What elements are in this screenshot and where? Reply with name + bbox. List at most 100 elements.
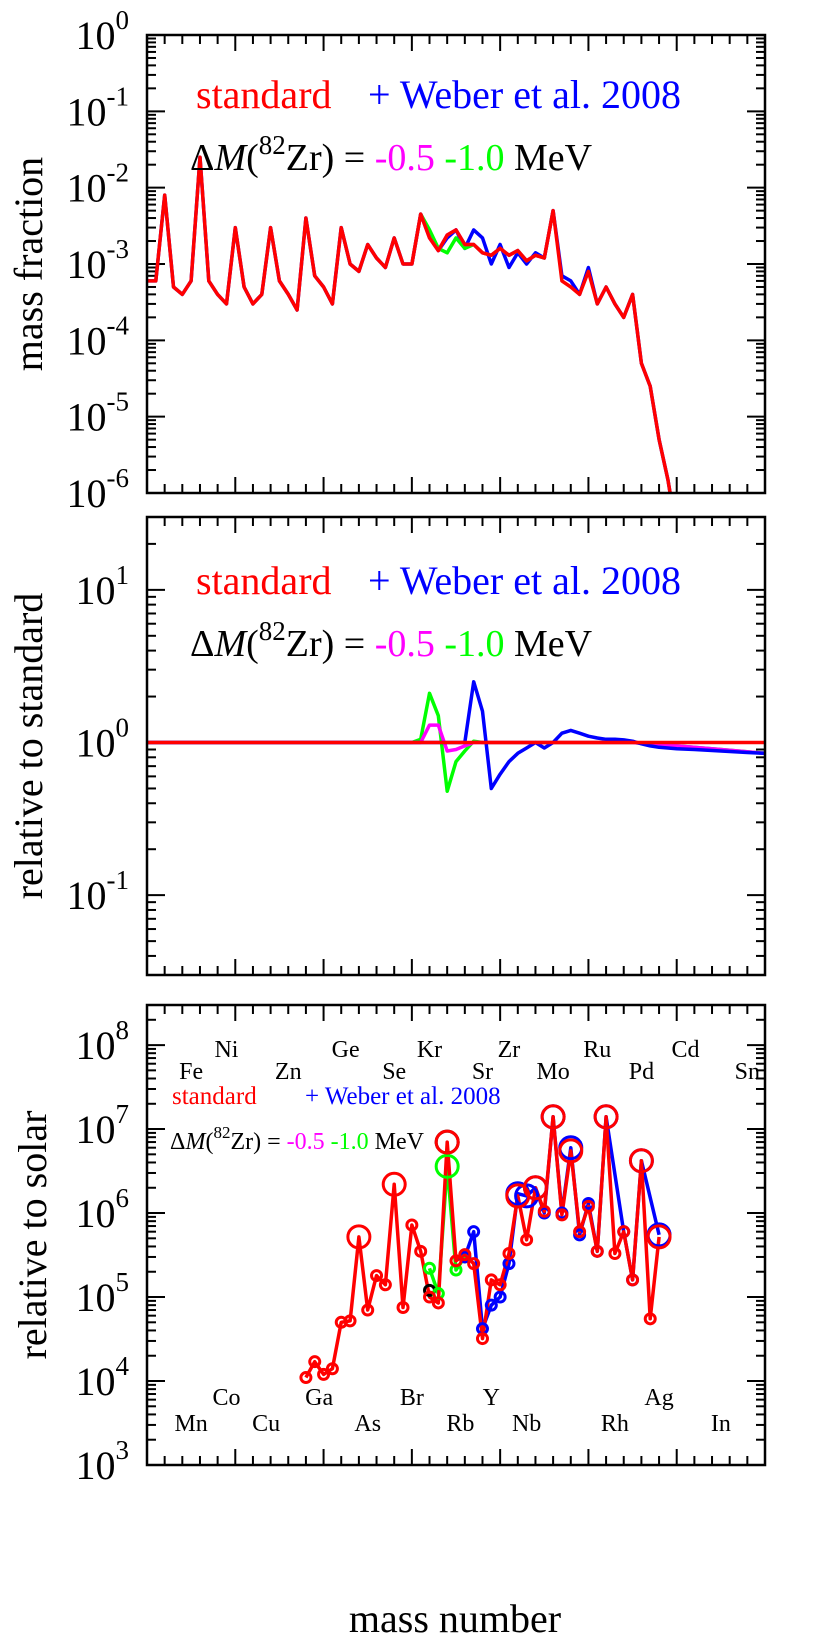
data-point-standard	[449, 1254, 463, 1268]
y-tick-label: 104	[76, 1351, 130, 1404]
legend-delta-m: ΔM(82Zr) = -0.5 -1.0 MeV	[190, 616, 593, 665]
data-point-standard	[646, 1224, 672, 1250]
data-point-standard	[423, 1290, 437, 1304]
data-point-standard	[558, 1138, 584, 1164]
data-point-standard	[628, 1148, 654, 1174]
element-label-br: Br	[400, 1385, 424, 1411]
panel-relative-to-solar: 103 104 105 106 107 108 relative to solar Fe Ni Z…	[10, 1003, 767, 1488]
data-point-standard	[593, 1104, 619, 1130]
data-point-standard	[317, 1367, 331, 1381]
legend-delta-m: ΔM(82Zr) = -0.5 -1.0 MeV	[190, 130, 593, 179]
y-tick-label: 10-4	[67, 310, 130, 363]
legend-standard: standard	[172, 1083, 257, 1110]
data-point-standard	[626, 1273, 640, 1287]
y-tick-label: 107	[76, 1099, 130, 1152]
data-point-standard	[405, 1218, 419, 1232]
data-point-weber	[467, 1225, 481, 1239]
element-label-se: Se	[382, 1059, 406, 1085]
data-point-standard	[555, 1208, 569, 1222]
element-label-fe: Fe	[179, 1059, 203, 1085]
y-tick-label: 10-6	[67, 463, 130, 516]
data-point-standard	[396, 1301, 410, 1315]
data-point-minus10	[423, 1261, 437, 1275]
legend-standard: standard	[196, 558, 332, 603]
legend-weber: + Weber et al. 2008	[368, 558, 681, 603]
data-point-standard	[502, 1246, 516, 1260]
element-label-y: Y	[483, 1385, 500, 1411]
data-point-standard	[308, 1355, 322, 1369]
data-point-standard	[346, 1224, 372, 1250]
data-point-standard	[540, 1104, 566, 1130]
element-label-in: In	[711, 1411, 731, 1437]
data-point-minus10	[434, 1153, 460, 1179]
data-point-standard	[573, 1225, 587, 1239]
y-tick-label: 100	[76, 713, 130, 766]
element-label-ru: Ru	[583, 1037, 611, 1063]
element-label-mn: Mn	[174, 1411, 207, 1437]
element-label-kr: Kr	[417, 1037, 442, 1063]
element-label-zr: Zr	[498, 1037, 521, 1063]
data-point-weber	[484, 1298, 498, 1312]
data-point-standard	[467, 1257, 481, 1271]
element-label-sn: Sn	[735, 1059, 760, 1085]
x-axis-label: mass number	[349, 1596, 561, 1639]
series-line-standard	[147, 155, 672, 493]
element-label-ag: Ag	[644, 1385, 673, 1411]
data-point-standard	[643, 1312, 657, 1326]
element-label-ge: Ge	[332, 1037, 360, 1063]
data-point-standard	[378, 1278, 392, 1292]
data-point-standard	[361, 1303, 375, 1317]
y-tick-label: 101	[76, 560, 130, 613]
data-point-weber	[493, 1290, 507, 1304]
legend-weber: + Weber et al. 2008	[305, 1083, 501, 1110]
element-label-cd: Cd	[672, 1037, 700, 1063]
data-point-standard	[325, 1362, 339, 1376]
data-point-standard	[414, 1244, 428, 1258]
element-label-ni: Ni	[214, 1037, 238, 1063]
data-point-standard	[299, 1371, 313, 1385]
y-axis-label: relative to standard	[6, 593, 51, 900]
element-label-rb: Rb	[446, 1411, 474, 1437]
data-point-standard	[475, 1332, 489, 1346]
data-point-standard	[381, 1171, 407, 1197]
plot-frame	[145, 515, 767, 977]
element-label-sr: Sr	[472, 1059, 493, 1085]
plot-frame	[145, 33, 767, 495]
element-label-mo: Mo	[536, 1059, 569, 1085]
element-label-as: As	[354, 1411, 381, 1437]
y-tick-label: 100	[76, 5, 130, 58]
data-point-standard	[581, 1199, 595, 1213]
element-label-co: Co	[212, 1385, 240, 1411]
element-label-cu: Cu	[252, 1411, 280, 1437]
data-point-standard	[343, 1314, 357, 1328]
data-point-standard	[370, 1269, 384, 1283]
y-tick-label: 10-1	[67, 81, 130, 134]
element-label-rh: Rh	[601, 1411, 629, 1437]
data-point-standard	[608, 1246, 622, 1260]
data-point-standard	[537, 1204, 551, 1218]
data-point-standard	[493, 1278, 507, 1292]
legend-weber: + Weber et al. 2008	[368, 72, 681, 117]
data-point-standard	[522, 1175, 548, 1201]
panel-mass-fraction: 10-6 10-5 10-4 10-3 10-2 10-1 100 mass fraction…	[6, 5, 767, 516]
data-point-standard	[458, 1248, 472, 1262]
element-label-zn: Zn	[275, 1059, 302, 1085]
y-tick-label: 105	[76, 1267, 130, 1320]
element-label-pd: Pd	[629, 1059, 654, 1085]
legend-standard: standard	[196, 72, 332, 117]
y-axis-label: mass fraction	[6, 157, 51, 371]
data-point-standard	[431, 1296, 445, 1310]
panel-relative-to-standard: 10-1 100 101 relative to standard standard + …	[6, 515, 767, 977]
plot-area	[147, 680, 765, 793]
y-axis-label: relative to solar	[10, 1111, 55, 1360]
y-tick-label: 10-1	[67, 865, 130, 918]
series-line-weber	[147, 680, 765, 791]
y-tick-label: 10-2	[67, 158, 130, 211]
series-line-standard	[304, 1115, 661, 1379]
y-tick-label: 10-3	[67, 234, 130, 287]
legend-delta-m: ΔM(82Zr) = -0.5 -1.0 MeV	[170, 1123, 425, 1155]
series-line-weber	[147, 155, 672, 493]
y-tick-label: 106	[76, 1183, 130, 1236]
data-point-standard	[590, 1244, 604, 1258]
